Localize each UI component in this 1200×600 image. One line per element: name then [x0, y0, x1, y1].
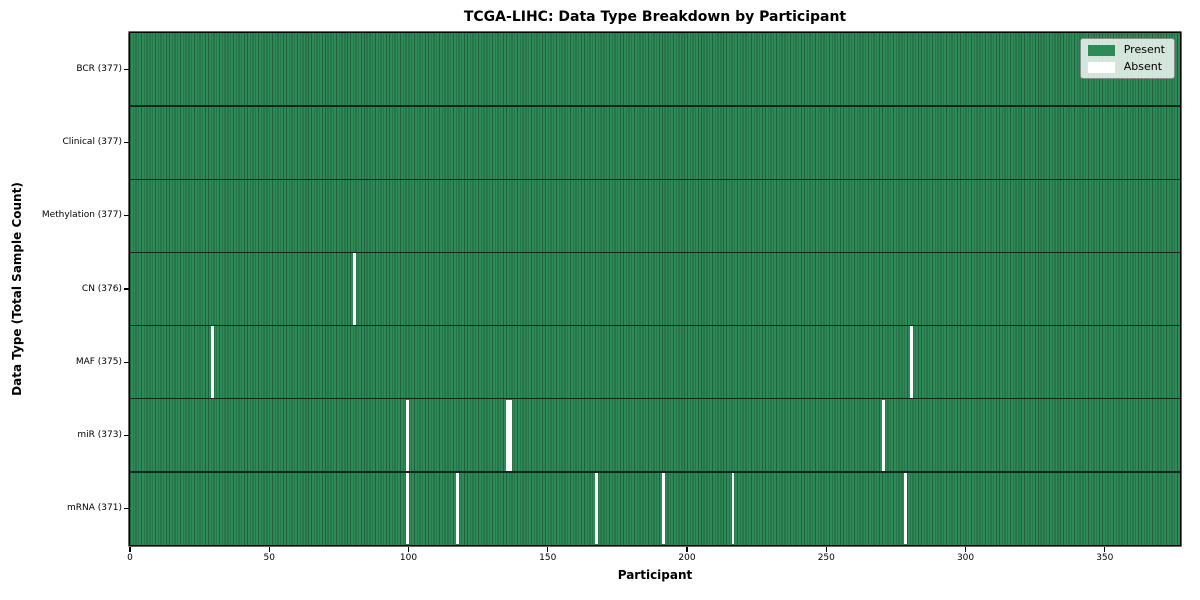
y-tick-mark [124, 68, 129, 71]
row-separator [130, 324, 1180, 327]
x-tick-mark [825, 547, 827, 552]
y-tick-label-CN: CN (376) [81, 283, 122, 294]
x-tick-label: 200 [678, 553, 696, 563]
x-tick-mark [129, 547, 131, 552]
x-tick-mark [407, 547, 410, 552]
y-tick-label-MAF: MAF (375) [75, 356, 122, 367]
legend-entry-absent: Absent [1087, 60, 1165, 73]
absent-cell-mRNA-278 [904, 472, 908, 545]
absent-cell-mRNA-117 [455, 472, 459, 545]
absent-cell-miR-136 [508, 399, 512, 472]
row-separator [130, 397, 1180, 400]
row-separator [130, 178, 1180, 181]
legend-label-present: Present [1123, 43, 1165, 56]
y-tick-mark [124, 434, 129, 436]
x-tick-mark [268, 547, 270, 552]
x-tick-label: 350 [1096, 553, 1114, 563]
x-tick-label: 0 [127, 553, 133, 563]
y-tick-mark [124, 361, 129, 363]
legend-entry-present: Present [1087, 43, 1165, 56]
row-separator [130, 105, 1180, 107]
y-tick-label-mRNA: mRNA (371) [67, 502, 122, 513]
x-tick-label: 250 [817, 553, 835, 563]
x-tick-mark [1104, 547, 1106, 552]
x-tick-label: 150 [539, 553, 557, 563]
absent-cell-CN-80 [352, 253, 356, 325]
x-tick-label: 100 [399, 553, 418, 563]
y-tick-label-Methylation: Methylation (377) [41, 210, 122, 221]
absent-cell-MAF-29 [210, 326, 214, 398]
absent-cell-miR-270 [881, 399, 885, 472]
x-tick-mark [547, 547, 549, 552]
legend-swatch-absent-icon [1087, 61, 1115, 73]
y-tick-mark [124, 288, 129, 290]
absent-cell-mRNA-216 [731, 472, 735, 545]
x-axis-label: Participant [617, 568, 693, 582]
absent-cell-miR-99 [405, 399, 409, 472]
x-tick-mark [964, 547, 967, 552]
x-tick-mark [686, 547, 688, 552]
absent-cell-mRNA-99 [405, 472, 409, 545]
y-tick-label-Clinical: Clinical (377) [62, 137, 122, 148]
chart-title: TCGA-LIHC: Data Type Breakdown by Partic… [463, 9, 847, 25]
y-tick-label-BCR: BCR (377) [76, 64, 122, 75]
row-separator [130, 471, 1180, 473]
y-tick-mark [124, 215, 129, 217]
y-tick-mark [124, 142, 129, 144]
legend: Present Absent [1079, 38, 1175, 79]
x-tick-label: 300 [956, 553, 975, 563]
absent-cell-MAF-280 [909, 326, 913, 398]
y-tick-mark [124, 507, 129, 510]
absent-cell-mRNA-191 [661, 472, 665, 545]
absent-cell-mRNA-167 [595, 472, 598, 545]
legend-swatch-present-icon [1087, 44, 1115, 56]
plot-area: Present Absent [130, 33, 1180, 545]
absent-cell-miR-135 [505, 399, 509, 472]
x-tick-label: 50 [263, 553, 275, 563]
legend-label-absent: Absent [1123, 60, 1163, 73]
row-separator [130, 251, 1180, 254]
y-tick-label-miR: miR (373) [77, 429, 122, 440]
